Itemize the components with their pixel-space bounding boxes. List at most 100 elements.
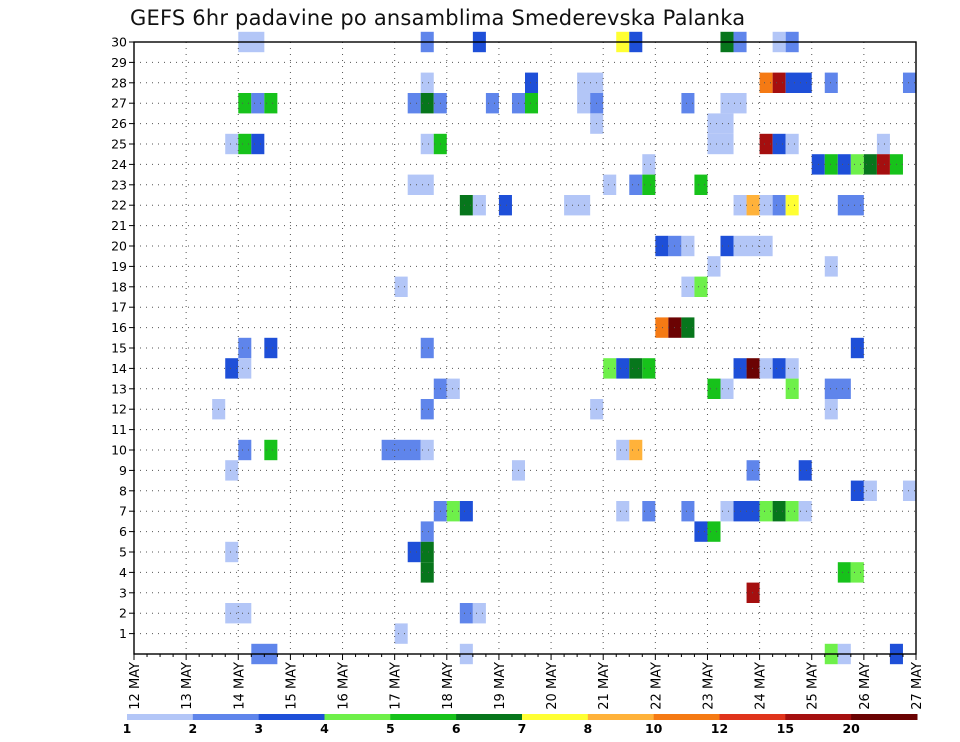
precip-cell	[746, 582, 760, 603]
y-tick-label: 16	[111, 320, 127, 335]
y-tick-label: 5	[119, 545, 127, 560]
x-tick-label: 17 MAY	[389, 662, 404, 710]
precip-cell	[420, 72, 434, 93]
precip-cell	[759, 133, 773, 155]
precip-cell	[629, 439, 643, 461]
x-tick-label: 13 MAY	[180, 662, 195, 710]
precip-cell	[459, 501, 473, 522]
legend-swatch	[258, 714, 325, 720]
precip-cell	[603, 174, 617, 195]
precip-cell	[759, 195, 773, 216]
precip-cell	[720, 93, 747, 114]
precip-cell	[264, 93, 278, 114]
x-tick-label: 15 MAY	[284, 662, 299, 710]
precip-cell	[785, 195, 799, 216]
precip-cell	[225, 603, 252, 624]
precip-cell	[850, 480, 864, 501]
y-tick-label: 21	[111, 218, 127, 233]
legend-swatch	[456, 714, 523, 720]
legend-label: 8	[583, 721, 592, 736]
legend-swatch	[324, 714, 391, 720]
x-tick-label: 24 MAY	[754, 662, 769, 710]
legend-swatch	[785, 714, 852, 720]
precip-cell	[772, 358, 786, 379]
precip-cell	[759, 72, 773, 93]
y-tick-label: 28	[111, 75, 127, 90]
precip-cell	[498, 195, 512, 216]
legend-layer: 1 2 3 4 5 6 7 8 10 12 15 20	[123, 714, 918, 736]
legend-label: 10	[645, 721, 663, 736]
y-tick-label: 22	[111, 198, 127, 213]
precip-cell	[264, 337, 278, 359]
legend-label: 12	[711, 721, 728, 736]
y-tick-label: 19	[111, 259, 127, 274]
precip-cell	[225, 460, 239, 481]
precip-cell	[863, 480, 877, 501]
precip-cell	[655, 317, 669, 338]
precip-cell	[694, 521, 708, 542]
precip-cell	[238, 133, 252, 155]
precip-cell	[394, 623, 408, 644]
precip-cell	[785, 358, 799, 379]
x-tick-label: 23 MAY	[701, 662, 716, 710]
precip-cell	[876, 154, 890, 175]
precip-cell	[759, 358, 773, 379]
precip-cell	[746, 195, 760, 216]
precip-cell	[238, 358, 252, 379]
legend-swatch	[719, 714, 786, 720]
y-tick-label: 6	[119, 524, 127, 539]
precip-cell	[694, 276, 708, 297]
precip-cell	[420, 93, 434, 114]
precip-cell	[681, 235, 695, 257]
precip-cell	[642, 154, 656, 175]
precip-cell	[798, 460, 812, 481]
precip-cell	[238, 337, 252, 359]
legend-label: 1	[123, 721, 132, 736]
x-tick-label: 12 MAY	[128, 662, 143, 710]
chart-title: GEFS 6hr padavine po ansamblima Smederev…	[130, 6, 746, 30]
precip-cell	[746, 460, 760, 481]
precip-cell	[863, 154, 877, 175]
x-tick-label: 21 MAY	[597, 662, 612, 710]
precip-cell	[251, 133, 265, 155]
precip-cell	[876, 133, 890, 155]
y-tick-label: 1	[119, 626, 127, 641]
precip-cell	[707, 378, 721, 399]
y-tick-label: 4	[119, 565, 127, 580]
precip-cell	[720, 501, 734, 522]
y-tick-label: 25	[111, 137, 127, 152]
y-tick-label: 7	[119, 504, 127, 519]
precip-cell	[251, 93, 265, 114]
x-tick-label: 19 MAY	[493, 662, 508, 710]
x-tick-label: 14 MAY	[232, 662, 247, 710]
precip-cell	[407, 93, 421, 114]
precip-cell	[707, 113, 734, 134]
precip-cell	[681, 317, 695, 338]
precip-cell	[616, 501, 630, 522]
y-tick-label: 2	[119, 606, 127, 621]
precip-cell	[707, 521, 721, 542]
y-tick-label: 15	[111, 341, 127, 356]
y-tick-label: 18	[111, 279, 127, 294]
grid-layer	[134, 41, 916, 654]
precip-cell	[629, 358, 643, 379]
precip-cell	[420, 133, 434, 155]
precip-cell	[902, 480, 916, 501]
precip-cell	[225, 358, 239, 379]
precip-cell	[681, 501, 695, 522]
precip-cell	[772, 501, 786, 522]
x-tick-label: 27 MAY	[910, 662, 925, 710]
precip-cell	[472, 195, 486, 216]
precip-cell	[577, 93, 591, 114]
y-tick-label: 17	[111, 300, 127, 315]
precip-cell	[850, 337, 864, 359]
precip-cell	[485, 93, 499, 114]
precip-cell	[238, 439, 252, 461]
x-tick-label: 16 MAY	[337, 662, 352, 710]
precip-cell	[225, 133, 239, 155]
precip-cell	[850, 562, 864, 583]
precip-cell	[707, 133, 734, 155]
precip-cell	[720, 235, 734, 257]
x-tick-label: 26 MAY	[858, 662, 873, 710]
